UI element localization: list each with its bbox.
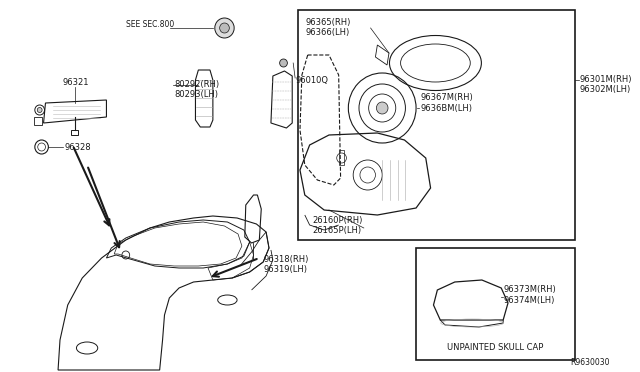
Text: 26160P(RH)
26165P(LH): 26160P(RH) 26165P(LH) <box>312 216 363 235</box>
Text: 96318(RH)
96319(LH): 96318(RH) 96319(LH) <box>263 255 308 275</box>
Text: SEE SEC.800: SEE SEC.800 <box>126 19 174 29</box>
Text: UNPAINTED SKULL CAP: UNPAINTED SKULL CAP <box>447 343 543 352</box>
Circle shape <box>37 108 42 112</box>
Text: R9630030: R9630030 <box>570 358 609 367</box>
Text: 96321: 96321 <box>63 78 90 87</box>
Text: 80292(RH)
80293(LH): 80292(RH) 80293(LH) <box>174 80 220 99</box>
Text: 96373M(RH)
96374M(LH): 96373M(RH) 96374M(LH) <box>503 285 556 305</box>
Circle shape <box>220 23 229 33</box>
Bar <box>416 248 575 360</box>
Circle shape <box>376 102 388 114</box>
Circle shape <box>280 59 287 67</box>
Text: 96365(RH)
96366(LH): 96365(RH) 96366(LH) <box>306 18 351 38</box>
Text: 96301M(RH)
96302M(LH): 96301M(RH) 96302M(LH) <box>580 75 632 94</box>
Text: 96367M(RH)
9636BM(LH): 96367M(RH) 9636BM(LH) <box>421 93 474 113</box>
Bar <box>298 10 575 240</box>
Circle shape <box>215 18 234 38</box>
Text: 96328: 96328 <box>65 142 92 151</box>
Text: 96010Q: 96010Q <box>295 76 328 85</box>
